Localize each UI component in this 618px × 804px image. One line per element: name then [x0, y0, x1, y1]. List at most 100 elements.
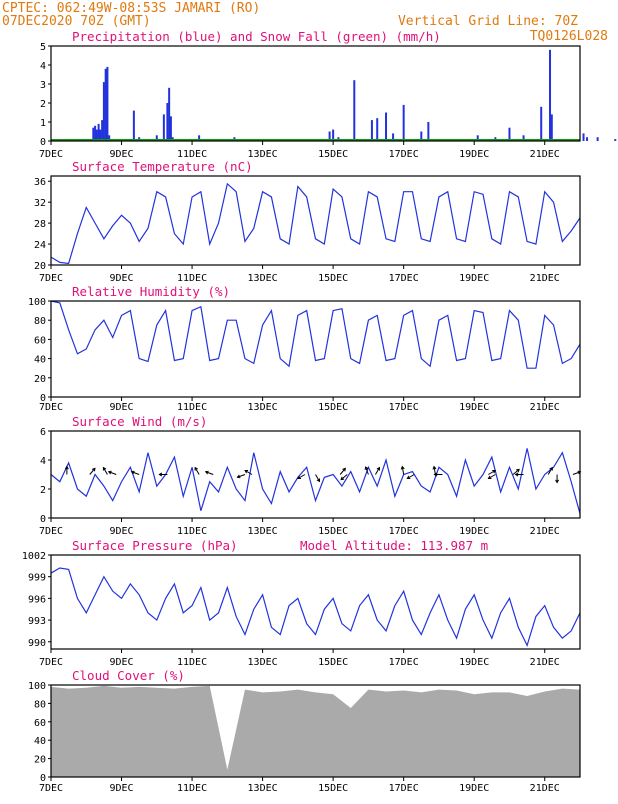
- wind-arrow-head: [549, 466, 553, 471]
- series-line: [50, 182, 581, 265]
- wind-arrow: [512, 468, 520, 475]
- x-tick-label: 9DEC: [109, 526, 133, 537]
- x-tick-label: 13DEC: [248, 657, 278, 668]
- y-tick-label: 60: [34, 718, 46, 729]
- y-tick-label: 20: [34, 374, 46, 385]
- precip-bar: [198, 135, 201, 141]
- wind-arrow: [205, 471, 214, 475]
- x-tick-label: 11DEC: [177, 273, 207, 284]
- panel-1: Precipitation (blue) and Snow Fall (gree…: [39, 29, 617, 160]
- x-tick-label: 19DEC: [459, 657, 489, 668]
- x-tick-label: 11DEC: [177, 402, 207, 413]
- wind-arrow-head: [516, 468, 520, 473]
- wind-arrow: [237, 474, 246, 478]
- panel-frame: [50, 45, 581, 142]
- precip-bar: [385, 112, 388, 141]
- panel-title: Surface Wind (m/s): [72, 414, 207, 429]
- x-tick-label: 19DEC: [459, 526, 489, 537]
- y-tick-label: 1: [40, 118, 46, 129]
- wind-arrow-head: [316, 478, 321, 483]
- series-line: [50, 567, 581, 648]
- precip-bar: [162, 114, 165, 141]
- x-tick-label: 17DEC: [389, 526, 419, 537]
- precip-bar: [596, 137, 599, 141]
- precip-bar: [476, 135, 479, 141]
- precip-bar: [549, 49, 552, 141]
- precip-bar: [95, 129, 98, 141]
- x-tick-label: 13DEC: [248, 783, 278, 794]
- y-tick-label: 6: [40, 427, 46, 438]
- precip-bar: [168, 87, 171, 141]
- x-tick-label: 7DEC: [39, 526, 63, 537]
- x-tick-label: 21DEC: [530, 149, 560, 160]
- precip-bar: [166, 103, 169, 141]
- y-tick-label: 20: [34, 261, 46, 272]
- x-tick-label: 9DEC: [109, 402, 133, 413]
- precip-bar: [106, 66, 109, 141]
- header-date: 07DEC2020 70Z (GMT): [2, 14, 151, 29]
- x-tick-label: 19DEC: [459, 783, 489, 794]
- precip-bar: [614, 139, 617, 141]
- precip-bar: [540, 106, 543, 141]
- wind-arrow-head: [364, 466, 369, 471]
- x-tick-label: 17DEC: [389, 149, 419, 160]
- x-tick-label: 7DEC: [39, 273, 63, 284]
- y-tick-label: 2: [40, 485, 46, 496]
- wind-arrow: [340, 474, 348, 481]
- x-tick-label: 15DEC: [318, 657, 348, 668]
- panel-frame: [50, 300, 581, 398]
- precip-bar: [376, 118, 379, 141]
- wind-arrow-head: [130, 470, 135, 475]
- x-tick-label: 15DEC: [318, 273, 348, 284]
- x-tick-label: 21DEC: [530, 402, 560, 413]
- x-tick-label: 15DEC: [318, 526, 348, 537]
- y-tick-label: 100: [28, 681, 46, 692]
- wind-arrow-head: [340, 476, 345, 481]
- wind-arrow-head: [555, 479, 560, 484]
- panel-title: Cloud Cover (%): [72, 668, 185, 683]
- header-location: CPTEC: 062:49W-08:53S JAMARI (RO): [2, 1, 260, 16]
- x-tick-label: 9DEC: [109, 149, 133, 160]
- wind-arrow-head: [91, 467, 96, 472]
- x-tick-label: 11DEC: [177, 149, 207, 160]
- precip-bar: [370, 120, 373, 141]
- wind-arrow-head: [194, 466, 198, 471]
- precip-bar: [108, 135, 111, 141]
- x-tick-label: 15DEC: [318, 783, 348, 794]
- x-tick-label: 11DEC: [177, 526, 207, 537]
- series-line: [50, 448, 581, 514]
- wind-arrow: [488, 470, 496, 475]
- panel-3: Relative Humidity (%) 0 20 40 60 80 100 7DEC 9DE…: [28, 284, 581, 413]
- cloud-cover-area: [51, 685, 580, 777]
- wind-arrow: [315, 474, 320, 482]
- x-tick-label: 13DEC: [248, 149, 278, 160]
- x-tick-label: 9DEC: [109, 783, 133, 794]
- y-tick-label: 990: [28, 638, 46, 649]
- precip-bar: [155, 135, 158, 141]
- wind-arrow-head: [487, 475, 492, 480]
- wind-arrow: [339, 468, 346, 475]
- y-tick-label: 24: [34, 240, 46, 251]
- wind-arrow-head: [158, 472, 163, 477]
- panel-frame: [50, 430, 581, 519]
- y-tick-label: 993: [28, 616, 46, 627]
- x-tick-label: 9DEC: [109, 657, 133, 668]
- precip-bar: [104, 68, 107, 141]
- wind-arrow-head: [236, 474, 241, 479]
- x-tick-label: 7DEC: [39, 657, 63, 668]
- wind-arrow: [572, 471, 581, 475]
- wind-arrow-head: [64, 465, 69, 470]
- wind-arrow: [131, 471, 140, 475]
- y-tick-label: 996: [28, 594, 46, 605]
- panel-5: Surface Pressure (hPa) Model Altitude: 11…: [22, 538, 581, 668]
- y-tick-label: 20: [34, 755, 46, 766]
- wind-arrow: [365, 466, 369, 475]
- x-tick-label: 21DEC: [530, 783, 560, 794]
- panel-frame: [50, 175, 581, 266]
- header-grid-note: Vertical Grid Line: 70Z: [398, 14, 578, 29]
- y-tick-label: 40: [34, 355, 46, 366]
- precip-bar: [586, 137, 589, 141]
- x-tick-label: 17DEC: [389, 402, 419, 413]
- x-tick-label: 13DEC: [248, 273, 278, 284]
